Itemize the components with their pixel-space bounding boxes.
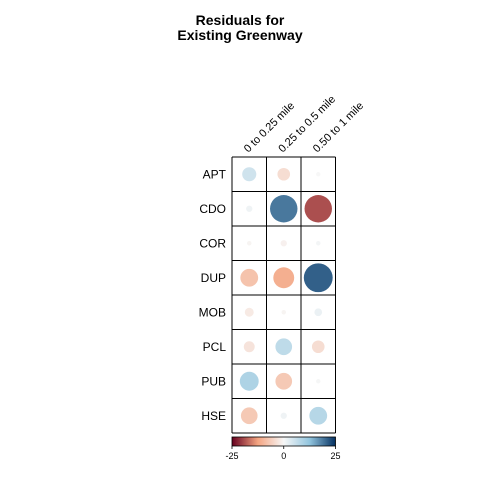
residual-circle-cor-col2 [280,240,287,247]
chart-title-line-2: Existing Greenway [177,27,303,43]
residual-circle-pub-col2 [275,372,293,390]
colorbar-bar [231,436,336,447]
residual-circle-apt-col2 [277,167,291,181]
residual-circle-hse-col3 [309,406,328,425]
residual-circle-mob-col1 [244,307,254,317]
row-label-pub: PUB [201,374,226,388]
colorbar: -25 0 25 [225,436,341,461]
row-label-mob: MOB [199,305,226,319]
row-label-dup: DUP [201,271,226,285]
colorbar-tick-label: 25 [330,451,340,461]
residual-circle-cor-col1 [247,241,252,246]
corrplot-grid [231,156,336,434]
residual-circle-cdo-col1 [246,205,253,212]
residual-circle-apt-col3 [316,172,321,177]
residual-circle-mob-col2 [281,310,286,315]
residual-circle-hse-col1 [240,407,258,425]
residual-circle-mob-col3 [314,308,323,317]
residual-circle-pcl-col2 [275,338,293,356]
residual-circle-hse-col2 [280,412,287,419]
residual-circle-cdo-col3 [304,195,332,223]
row-label-pcl: PCL [203,340,227,354]
residual-circle-dup-col3 [303,263,333,293]
colorbar-tick-label: -25 [225,451,238,461]
row-label-apt: APT [203,167,227,181]
row-label-cdo: CDO [199,202,226,216]
residual-circle-pub-col1 [239,371,259,391]
residual-circle-pcl-col3 [311,340,325,354]
chart-title-line-1: Residuals for [195,12,285,28]
residual-circle-cdo-col2 [270,195,298,223]
residual-circle-dup-col2 [273,267,295,289]
row-label-hse: HSE [201,409,226,423]
row-label-cor: COR [199,236,226,250]
residual-circle-pcl-col1 [243,341,255,353]
row-labels: APT CDO COR DUP MOB PCL PUB HSE [199,167,227,423]
colorbar-tick-label: 0 [281,451,286,461]
residual-circle-cor-col3 [316,241,321,246]
residual-circle-pub-col3 [316,379,321,384]
residual-circle-apt-col1 [242,167,257,182]
residual-circle-dup-col1 [240,268,259,287]
